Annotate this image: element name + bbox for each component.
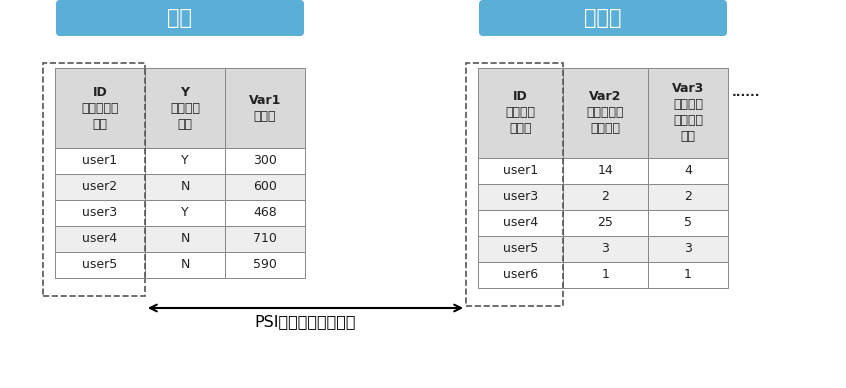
Bar <box>225 68 305 148</box>
Bar <box>145 252 225 278</box>
Bar <box>563 184 648 210</box>
Bar <box>225 252 305 278</box>
Text: user4: user4 <box>503 217 538 229</box>
Text: user3: user3 <box>82 206 118 220</box>
Text: 运营商: 运营商 <box>585 8 622 28</box>
Bar <box>478 158 563 184</box>
Text: 4: 4 <box>684 165 692 177</box>
Bar <box>225 174 305 200</box>
Bar <box>478 262 563 288</box>
Text: 1: 1 <box>602 268 609 282</box>
Text: 银行: 银行 <box>168 8 193 28</box>
Text: Var2
近七天通话
平均时长: Var2 近七天通话 平均时长 <box>587 90 624 135</box>
Bar <box>145 68 225 148</box>
Bar <box>563 262 648 288</box>
Text: 2: 2 <box>602 191 609 203</box>
Text: N: N <box>180 180 190 194</box>
Bar <box>55 252 145 278</box>
Bar <box>563 210 648 236</box>
Bar <box>563 236 648 262</box>
Text: 3: 3 <box>684 242 692 256</box>
Bar <box>648 262 728 288</box>
Text: 1: 1 <box>684 268 692 282</box>
Text: 25: 25 <box>597 217 613 229</box>
Text: 300: 300 <box>253 154 277 168</box>
Text: ID
客户唯一
识别号: ID 客户唯一 识别号 <box>506 90 536 135</box>
Text: ID
客户唯一识
别号: ID 客户唯一识 别号 <box>81 85 118 130</box>
Bar <box>648 68 728 158</box>
Text: 3: 3 <box>602 242 609 256</box>
Bar <box>225 200 305 226</box>
Text: user6: user6 <box>503 268 538 282</box>
Bar <box>145 148 225 174</box>
Bar <box>145 200 225 226</box>
Bar <box>225 226 305 252</box>
Text: user1: user1 <box>82 154 118 168</box>
Bar <box>563 68 648 158</box>
Bar <box>648 236 728 262</box>
Text: N: N <box>180 232 190 246</box>
FancyBboxPatch shape <box>479 0 727 36</box>
Text: PSI技术匹配交集客户: PSI技术匹配交集客户 <box>255 315 356 329</box>
Text: user4: user4 <box>82 232 118 246</box>
Text: user5: user5 <box>82 258 118 272</box>
Bar <box>55 226 145 252</box>
Text: Y: Y <box>181 154 189 168</box>
FancyBboxPatch shape <box>56 0 304 36</box>
Text: 5: 5 <box>684 217 692 229</box>
Bar <box>145 226 225 252</box>
Text: user3: user3 <box>503 191 538 203</box>
Bar <box>55 68 145 148</box>
Bar <box>478 210 563 236</box>
Text: 14: 14 <box>597 165 613 177</box>
Bar <box>478 236 563 262</box>
Text: 710: 710 <box>253 232 277 246</box>
Text: 600: 600 <box>253 180 277 194</box>
Bar <box>648 158 728 184</box>
Text: N: N <box>180 258 190 272</box>
Bar <box>478 68 563 158</box>
Text: user1: user1 <box>503 165 538 177</box>
Text: user2: user2 <box>82 180 118 194</box>
Bar <box>55 174 145 200</box>
Text: Var3
近三个月
接入电话
次数: Var3 近三个月 接入电话 次数 <box>672 83 704 144</box>
Bar <box>55 200 145 226</box>
Bar <box>648 210 728 236</box>
Bar <box>145 174 225 200</box>
Text: user5: user5 <box>503 242 538 256</box>
Text: 590: 590 <box>253 258 277 272</box>
Bar <box>478 184 563 210</box>
Bar <box>43 63 145 296</box>
Bar <box>225 148 305 174</box>
Bar <box>466 63 563 306</box>
Text: ......: ...... <box>732 87 761 99</box>
Text: 468: 468 <box>253 206 277 220</box>
Text: Y: Y <box>181 206 189 220</box>
Text: 2: 2 <box>684 191 692 203</box>
Bar <box>563 158 648 184</box>
Bar <box>648 184 728 210</box>
Bar <box>55 148 145 174</box>
Text: Y
是否逾期
标签: Y 是否逾期 标签 <box>170 85 200 130</box>
Text: Var1
信用分: Var1 信用分 <box>249 94 281 123</box>
